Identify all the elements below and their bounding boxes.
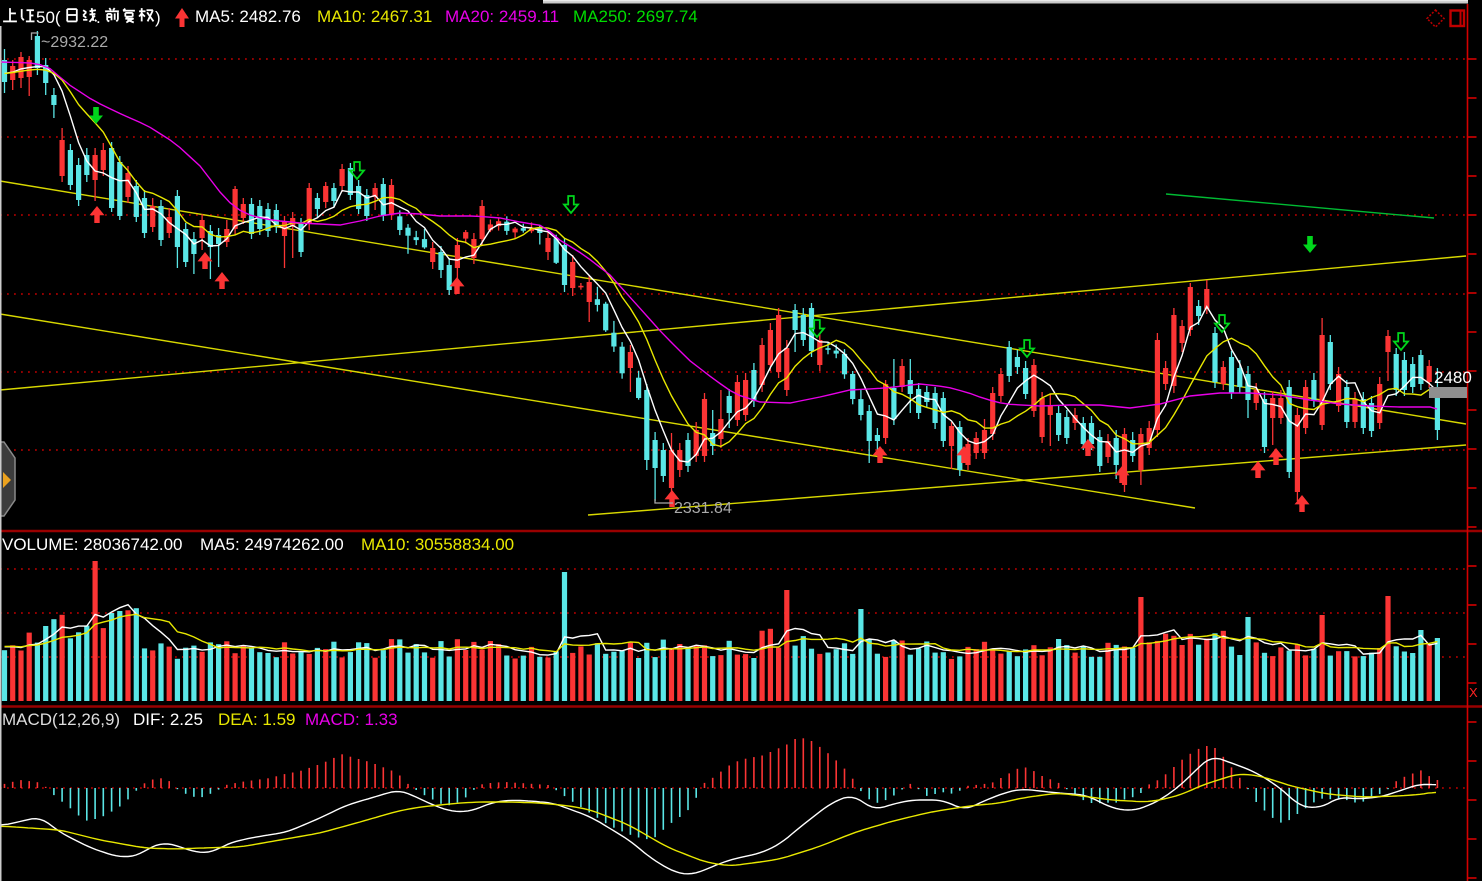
svg-text:DEA: 1.59: DEA: 1.59 [218, 710, 296, 729]
svg-text:50(: 50( [36, 8, 61, 27]
svg-text:VOLUME: 28036742.00: VOLUME: 28036742.00 [2, 535, 183, 554]
svg-text:MA5: 2482.76: MA5: 2482.76 [195, 7, 301, 26]
svg-text:MACD: 1.33: MACD: 1.33 [305, 710, 398, 729]
svg-text:): ) [155, 8, 161, 27]
svg-text:DIF: 2.25: DIF: 2.25 [133, 710, 203, 729]
svg-text:~2932.22: ~2932.22 [41, 34, 108, 51]
svg-text:2331.84: 2331.84 [674, 500, 732, 517]
svg-text:MA10: 30558834.00: MA10: 30558834.00 [361, 535, 514, 554]
svg-text:MA10: 2467.31: MA10: 2467.31 [317, 7, 432, 26]
svg-text:MA5: 24974262.00: MA5: 24974262.00 [200, 535, 344, 554]
svg-text:X: X [1469, 685, 1478, 700]
svg-text:MA250: 2697.74: MA250: 2697.74 [573, 7, 698, 26]
svg-text:MA20: 2459.11: MA20: 2459.11 [445, 7, 559, 26]
svg-text:2480: 2480 [1434, 368, 1472, 387]
svg-text:MACD(12,26,9): MACD(12,26,9) [2, 710, 120, 729]
svg-text:.: . [96, 8, 101, 27]
